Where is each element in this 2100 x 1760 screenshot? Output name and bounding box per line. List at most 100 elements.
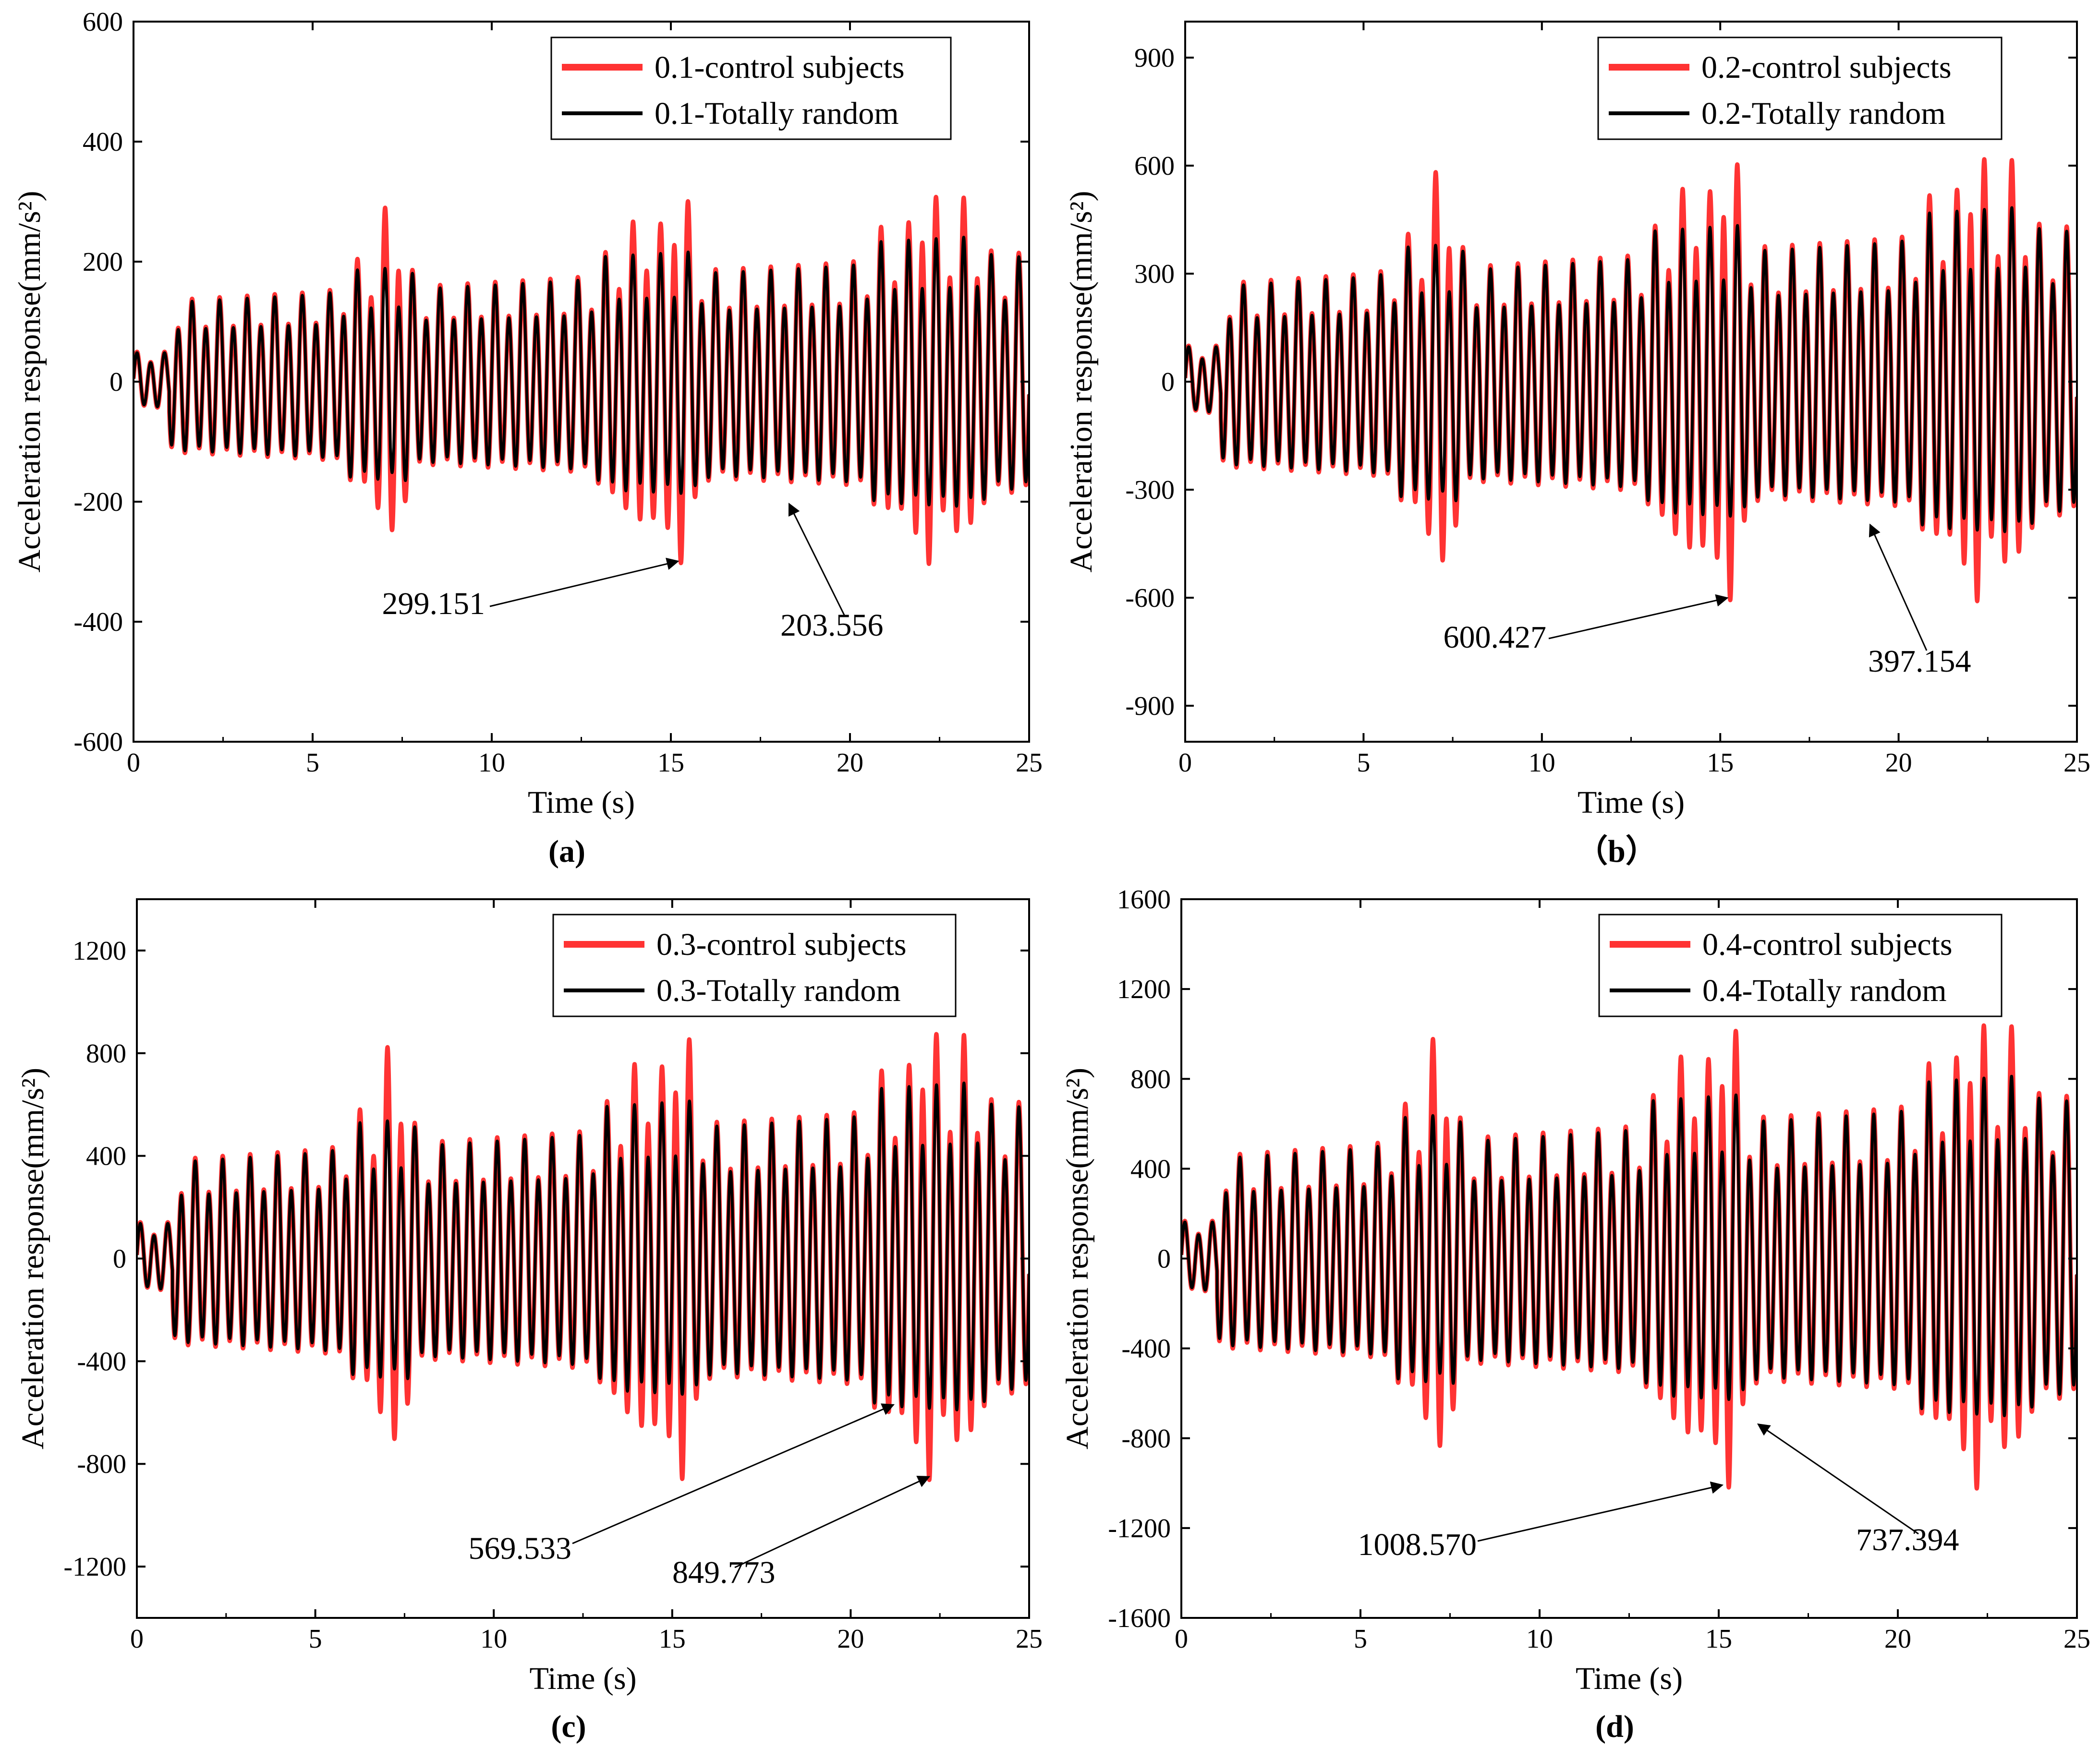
legend-label-2: 0.4-Totally random bbox=[1702, 973, 1947, 1008]
legend-box bbox=[552, 914, 957, 1017]
x-axis-title: Time (s) bbox=[528, 785, 635, 820]
x-tick-label: 15 bbox=[1707, 748, 1734, 778]
chart-panel-3: 0 5 10 15 20 25 -1200 -800 -400 0 400 800 1200 Time (… bbox=[15, 898, 1043, 1744]
y-tick-label: -900 bbox=[1125, 691, 1175, 721]
x-tick-label: 10 bbox=[478, 748, 505, 778]
y-tick-label: 200 bbox=[83, 247, 123, 277]
y-tick-label: 400 bbox=[83, 127, 123, 157]
x-tick-label: 20 bbox=[1885, 748, 1912, 778]
annotation-label-2: 203.556 bbox=[780, 608, 884, 643]
y-tick-label: 800 bbox=[86, 1039, 126, 1069]
x-tick-label: 20 bbox=[1884, 1624, 1911, 1654]
legend: 0.4-control subjects 0.4-Totally random bbox=[1598, 914, 2003, 1017]
series-line-2 bbox=[134, 236, 1029, 508]
x-tick-label: 0 bbox=[127, 748, 140, 778]
series-line-2 bbox=[1185, 206, 2077, 533]
x-tick-label: 0 bbox=[1175, 1624, 1188, 1654]
panel-label: (a) bbox=[548, 834, 585, 869]
chart-panel-1: 0 5 10 15 20 25 -600 -400 -200 0 200 400 600 Time (s)… bbox=[12, 7, 1043, 869]
y-axis-title: Acceleration response(mm/s²) bbox=[1064, 191, 1099, 573]
x-tick-label: 15 bbox=[1705, 1624, 1732, 1654]
y-tick-label: 300 bbox=[1134, 259, 1175, 289]
panel-label: (c) bbox=[551, 1709, 586, 1744]
x-tick-label: 10 bbox=[1526, 1624, 1553, 1654]
y-tick-label: 800 bbox=[1130, 1064, 1171, 1094]
y-tick-label: -400 bbox=[77, 1347, 126, 1376]
legend-label-1: 0.2-control subjects bbox=[1701, 50, 1952, 85]
annotation-arrow-2 bbox=[1757, 1423, 1919, 1535]
y-tick-label: 400 bbox=[1130, 1154, 1171, 1184]
y-tick-label: 900 bbox=[1134, 43, 1175, 73]
x-tick-label: 0 bbox=[130, 1624, 144, 1654]
y-tick-label: -200 bbox=[73, 487, 123, 517]
y-tick-label: -1200 bbox=[63, 1552, 126, 1582]
y-tick-label: 0 bbox=[1161, 367, 1175, 397]
legend-label-1: 0.1-control subjects bbox=[655, 50, 905, 85]
y-axis-title: Acceleration response(mm/s²) bbox=[12, 191, 47, 573]
legend-label-1: 0.4-control subjects bbox=[1702, 927, 1953, 962]
x-tick-label: 10 bbox=[1529, 748, 1555, 778]
y-tick-label: 1600 bbox=[1117, 885, 1171, 915]
series-group bbox=[1185, 157, 2077, 603]
y-tick-label: 0 bbox=[113, 1244, 126, 1274]
x-tick-label: 0 bbox=[1178, 748, 1192, 778]
y-tick-label: -1200 bbox=[1108, 1514, 1171, 1543]
y-tick-label: -400 bbox=[73, 607, 123, 637]
annotation-label-1: 600.427 bbox=[1444, 620, 1547, 655]
annotation-arrow-1 bbox=[1477, 1481, 1724, 1542]
y-tick-label: 1200 bbox=[1117, 975, 1171, 1004]
x-tick-label: 20 bbox=[837, 748, 863, 778]
y-tick-label: 600 bbox=[83, 7, 123, 37]
legend-label-2: 0.2-Totally random bbox=[1701, 96, 1946, 131]
annotation-label-2: 849.773 bbox=[672, 1555, 776, 1590]
annotation-arrow-2 bbox=[788, 503, 846, 617]
series-group bbox=[1181, 1023, 2077, 1491]
annotation-arrow-1 bbox=[1548, 594, 1729, 639]
annotation-label-1: 569.533 bbox=[469, 1531, 572, 1566]
x-tick-label: 5 bbox=[306, 748, 319, 778]
legend-label-2: 0.3-Totally random bbox=[656, 973, 901, 1008]
x-tick-label: 5 bbox=[1357, 748, 1370, 778]
y-tick-label: 600 bbox=[1134, 151, 1175, 181]
x-tick-label: 5 bbox=[309, 1624, 322, 1654]
annotation-arrow-2 bbox=[1869, 523, 1928, 651]
annotation-label-2: 737.394 bbox=[1856, 1522, 1959, 1557]
x-tick-label: 25 bbox=[1016, 748, 1043, 778]
annotation-arrow-1 bbox=[572, 1403, 895, 1544]
y-tick-label: -1600 bbox=[1108, 1603, 1171, 1633]
y-tick-label: 1200 bbox=[73, 936, 126, 966]
x-axis-title: Time (s) bbox=[1578, 785, 1685, 820]
y-tick-label: 0 bbox=[109, 367, 123, 397]
x-tick-label: 25 bbox=[1016, 1624, 1043, 1654]
legend-label-1: 0.3-control subjects bbox=[656, 927, 907, 962]
annotation-label-2: 397.154 bbox=[1868, 644, 1971, 679]
legend-box bbox=[1598, 914, 2003, 1017]
annotation-label-1: 1008.570 bbox=[1358, 1527, 1477, 1562]
legend: 0.1-control subjects 0.1-Totally random bbox=[550, 36, 952, 140]
series-line-2 bbox=[1181, 1074, 2077, 1417]
annotation-arrow-2 bbox=[734, 1475, 931, 1568]
legend-box bbox=[1597, 36, 2003, 140]
x-tick-label: 20 bbox=[837, 1624, 864, 1654]
annotation-label-1: 299.151 bbox=[382, 586, 486, 621]
panel-label: （b） bbox=[1576, 833, 1657, 869]
panel-label: (d) bbox=[1595, 1709, 1634, 1744]
y-axis-title: Acceleration response(mm/s²) bbox=[15, 1068, 50, 1449]
chart-panel-4: 0 5 10 15 20 25 -1600 -1200 -800 -400 0 400 800 1200 1… bbox=[1060, 885, 2090, 1744]
y-tick-label: -300 bbox=[1125, 475, 1175, 505]
y-tick-label: 400 bbox=[86, 1142, 126, 1171]
annotation-arrow-1 bbox=[489, 557, 680, 607]
x-tick-label: 15 bbox=[657, 748, 684, 778]
y-tick-label: -400 bbox=[1121, 1334, 1171, 1364]
y-tick-label: -800 bbox=[77, 1449, 126, 1479]
x-axis-title: Time (s) bbox=[1576, 1661, 1683, 1696]
legend: 0.3-control subjects 0.3-Totally random bbox=[552, 914, 957, 1017]
x-tick-label: 25 bbox=[2064, 748, 2090, 778]
y-axis-title: Acceleration response(mm/s²) bbox=[1060, 1068, 1095, 1449]
x-tick-label: 10 bbox=[480, 1624, 507, 1654]
y-tick-label: -800 bbox=[1121, 1424, 1171, 1454]
series-group bbox=[134, 194, 1029, 566]
y-tick-label: -600 bbox=[73, 727, 123, 757]
series-group bbox=[137, 1032, 1029, 1483]
x-axis-title: Time (s) bbox=[529, 1661, 636, 1696]
